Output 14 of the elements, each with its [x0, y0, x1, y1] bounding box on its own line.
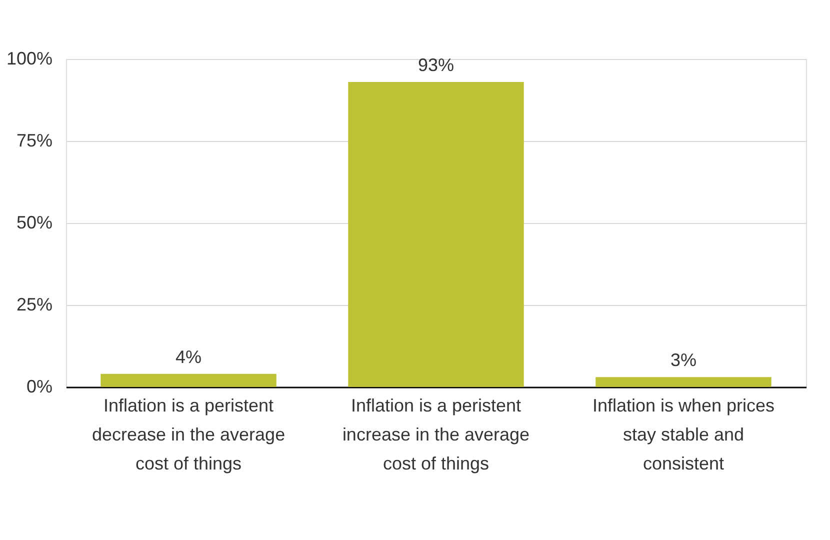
x-tick-label: Inflation is a peristent decrease in the average cost of things: [92, 396, 286, 474]
y-tick-label: 50%: [16, 212, 52, 232]
y-tick-label: 25%: [16, 294, 52, 314]
x-tick-label: Inflation is a peristent increase in the average cost of things: [342, 396, 530, 474]
bar: [596, 377, 772, 387]
bar: [348, 82, 524, 387]
y-tick-label: 0%: [26, 376, 52, 396]
x-tick-label: Inflation is when prices stay stable and consistent: [592, 396, 775, 474]
data-label: 4%: [176, 346, 202, 367]
data-label: 3%: [670, 350, 696, 370]
y-tick-label: 75%: [16, 130, 52, 150]
bar: [100, 374, 276, 387]
y-tick-label: 100%: [6, 48, 52, 68]
data-label: 93%: [418, 54, 454, 75]
